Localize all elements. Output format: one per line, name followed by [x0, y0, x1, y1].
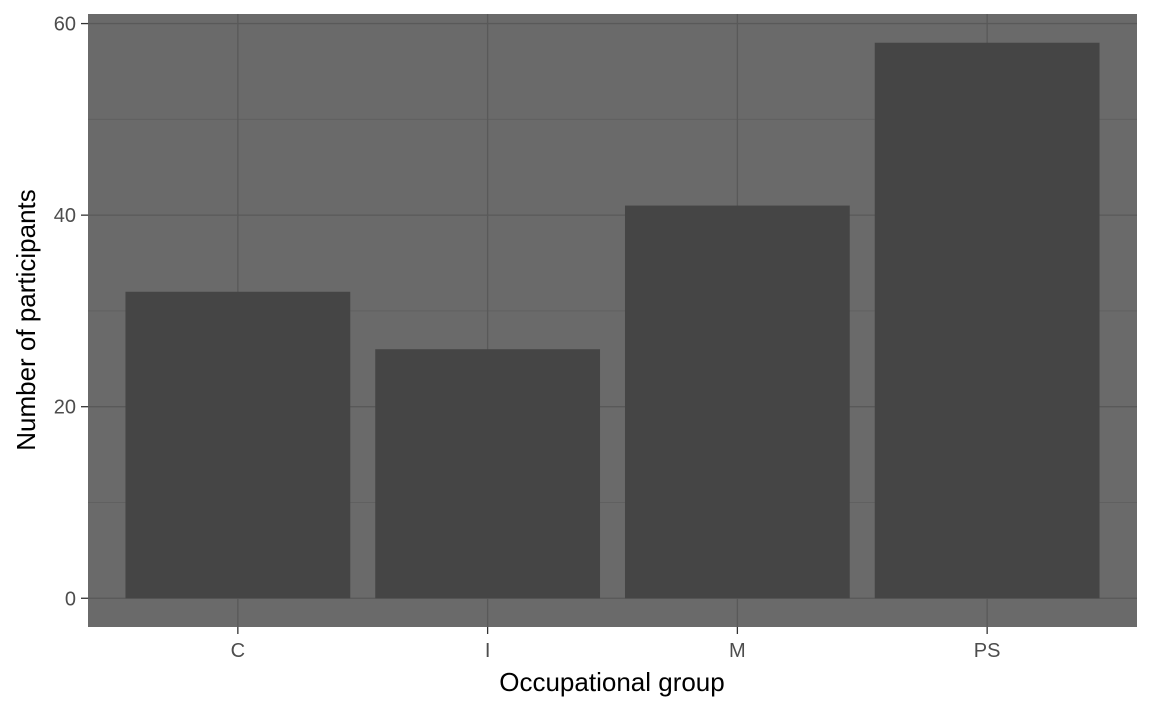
bar-I [375, 349, 601, 599]
x-axis: C I M PS [231, 627, 1001, 662]
y-tick-label: 20 [54, 397, 76, 419]
bar-C [125, 291, 351, 599]
y-axis-title: Number of participants [11, 189, 41, 451]
y-tick-label: 60 [54, 14, 76, 36]
x-tick-label: PS [974, 640, 1001, 662]
y-tick-label: 0 [65, 588, 76, 610]
x-tick-label: M [729, 640, 746, 662]
y-axis: 0 20 40 60 [54, 14, 88, 610]
y-tick-label: 40 [54, 205, 76, 227]
x-axis-title: Occupational group [499, 667, 724, 697]
bar-M [624, 205, 850, 599]
bars-group [125, 42, 1100, 599]
x-tick-label: I [485, 640, 491, 662]
bar-PS [874, 42, 1100, 599]
x-tick-label: C [231, 640, 245, 662]
